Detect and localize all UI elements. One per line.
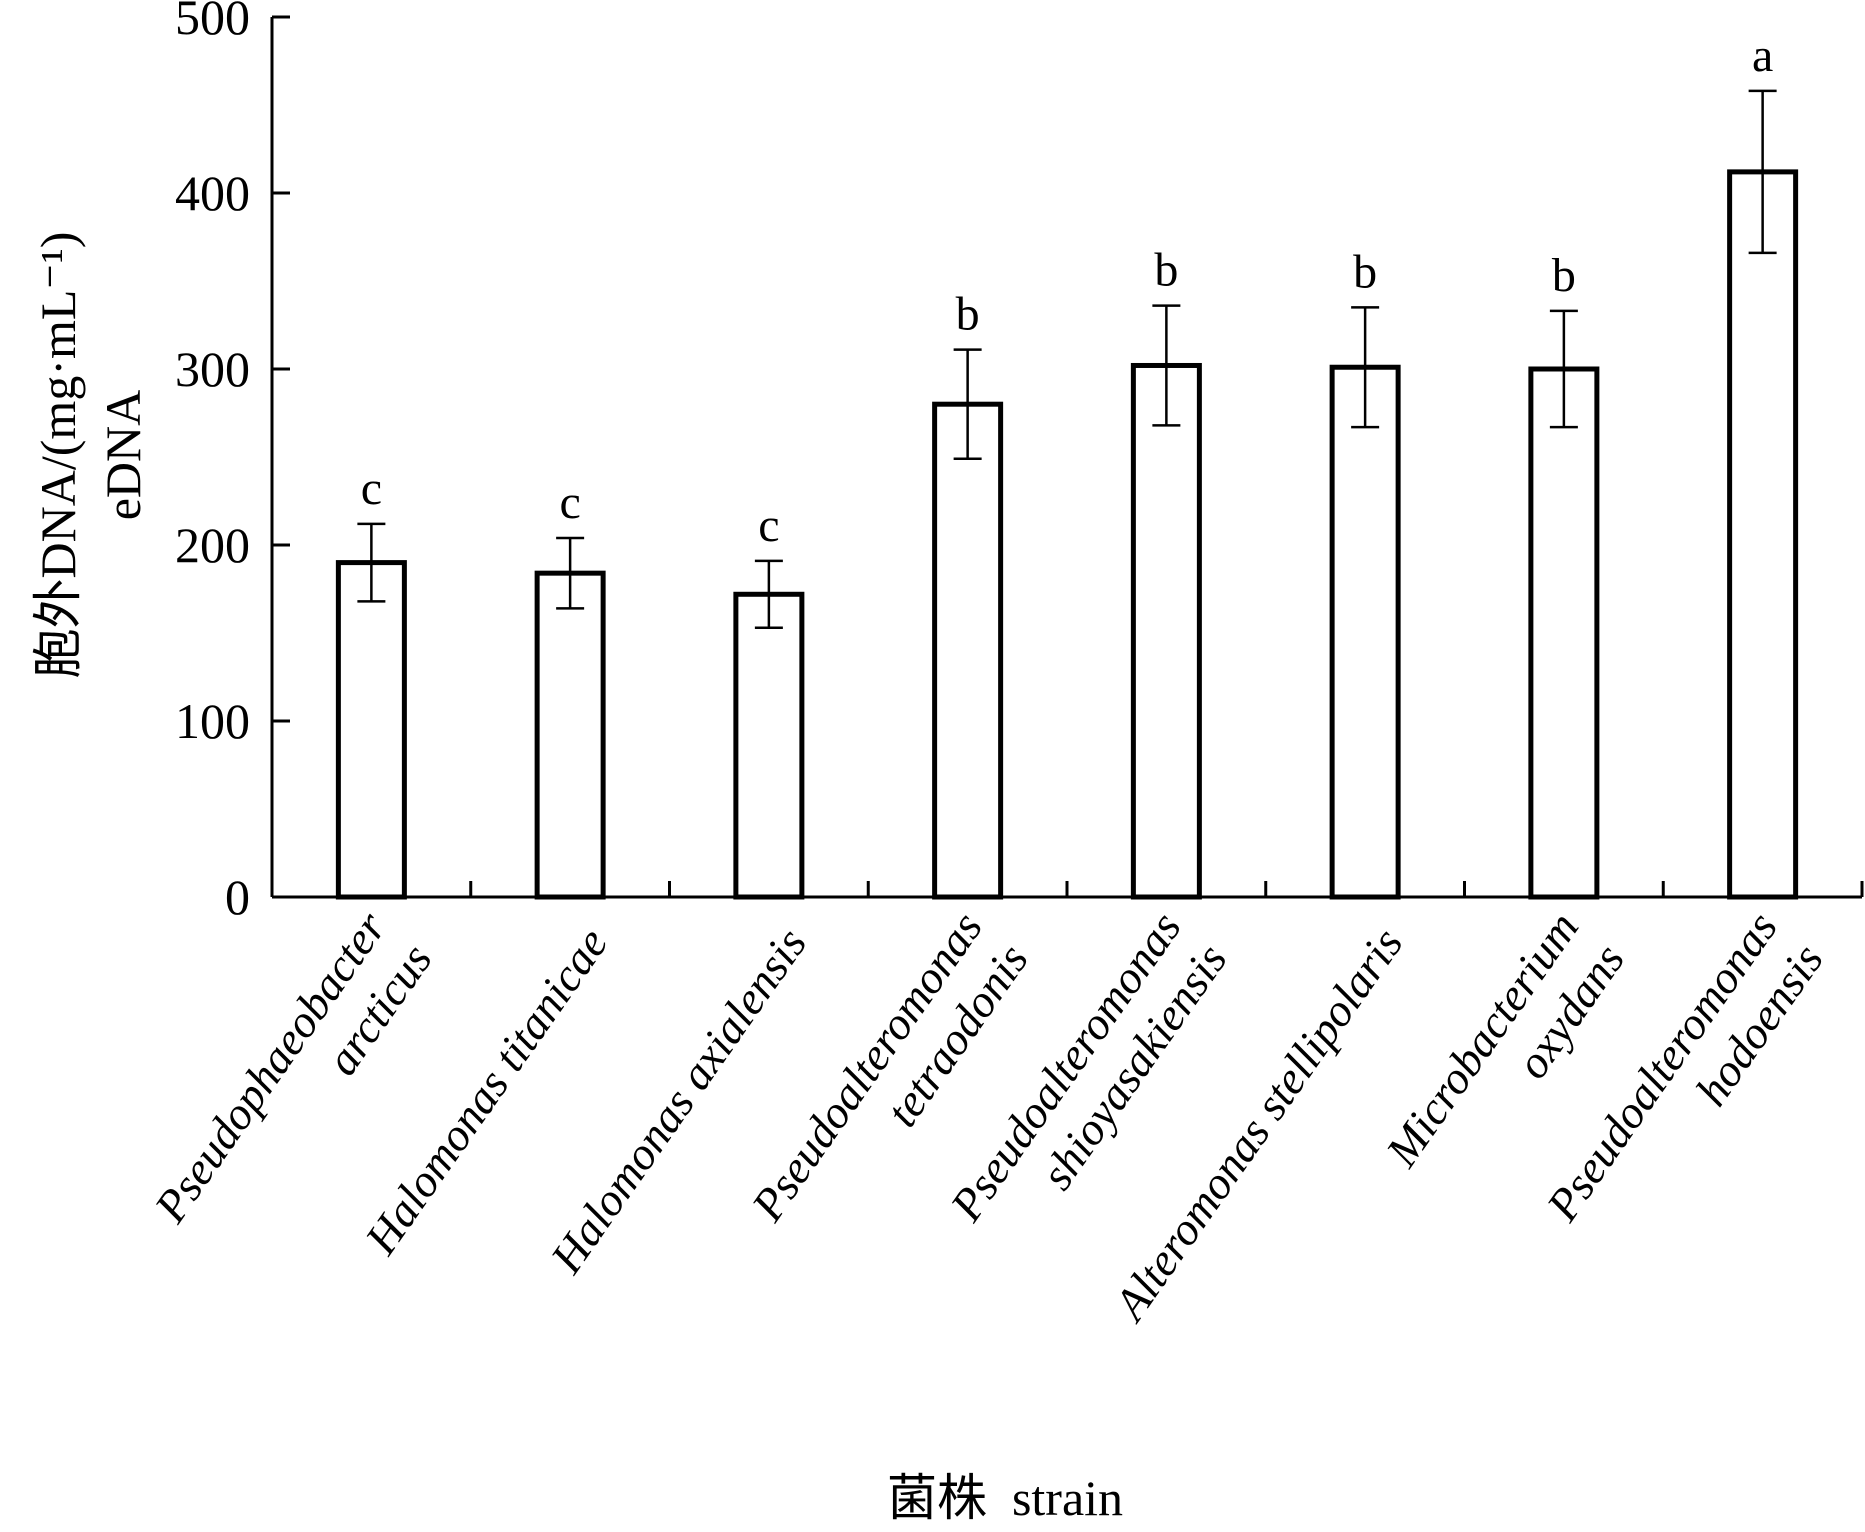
significance-label: a (1752, 29, 1773, 82)
bar (1130, 362, 1202, 900)
significance-label: b (1154, 244, 1178, 297)
y-tick-label: 400 (175, 165, 250, 221)
significance-label: c (758, 499, 779, 552)
significance-label: b (1552, 249, 1576, 302)
y-axis-title-line1: 胞外DNA/(mg·mL⁻¹) (30, 232, 86, 679)
significance-label: c (361, 462, 382, 515)
bar (1727, 169, 1799, 900)
bar (335, 560, 407, 900)
y-axis-title-line2: eDNA (95, 390, 151, 521)
significance-labels: c c c b b b b a (361, 29, 1774, 552)
significance-label: c (559, 476, 580, 529)
bar (932, 401, 1004, 900)
y-tick-label: 200 (175, 517, 250, 573)
bar (1528, 366, 1600, 900)
bar (733, 591, 805, 900)
y-tick-label: 500 (175, 0, 250, 45)
bar (534, 570, 606, 900)
y-tick-label: 100 (175, 693, 250, 749)
bar (1329, 364, 1401, 900)
x-axis (272, 881, 1864, 899)
y-tick-label: 0 (225, 869, 250, 925)
significance-label: b (956, 288, 980, 341)
y-axis: 0 100 200 300 400 500 (175, 0, 290, 925)
error-bars (357, 89, 1777, 629)
bars (335, 169, 1799, 900)
y-tick-label: 300 (175, 341, 250, 397)
significance-label: b (1353, 245, 1377, 298)
x-axis-title: 菌株 strain (887, 1470, 1123, 1526)
